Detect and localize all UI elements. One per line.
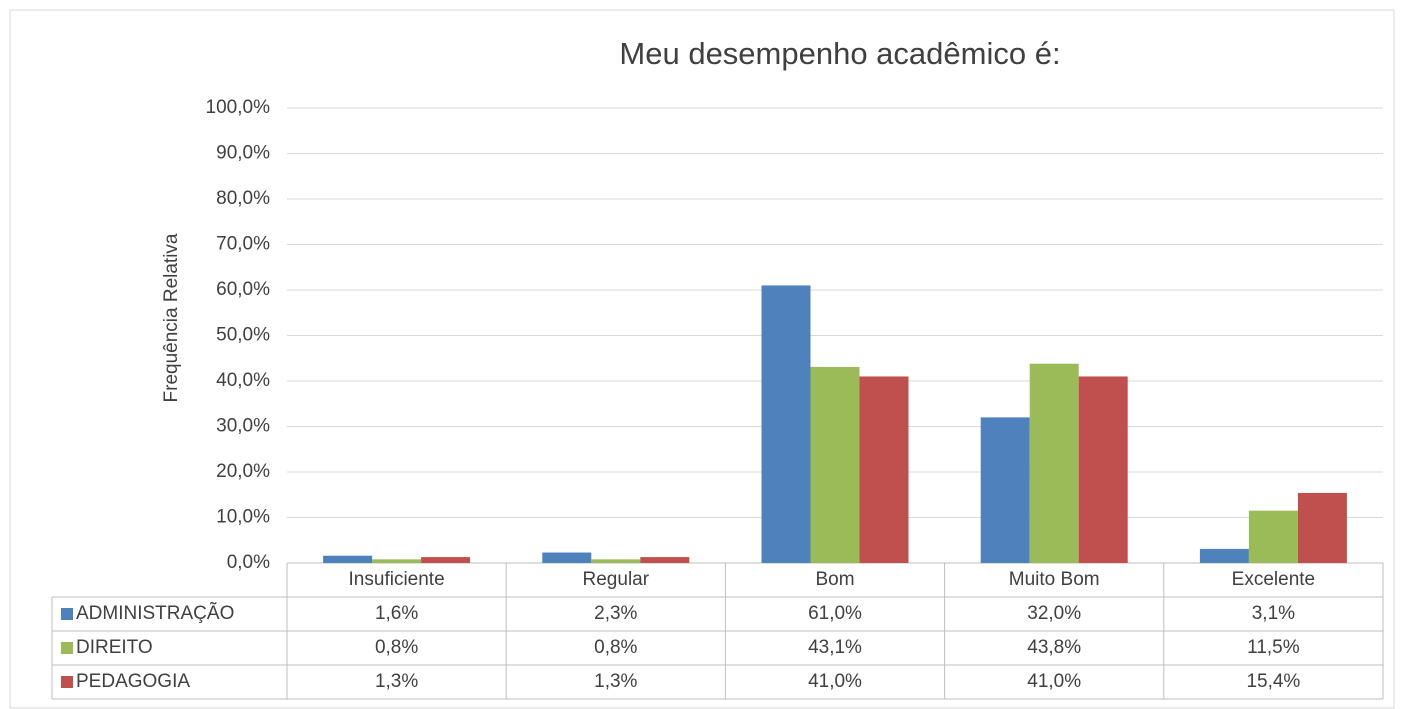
table-value: 3,1% [1252,603,1295,624]
y-tick-label: 10,0% [216,507,270,528]
table-value: 2,3% [594,603,637,624]
bar [1297,492,1347,563]
x-tick-label: Excelente [1232,569,1315,590]
table-value: 0,8% [375,637,418,658]
y-tick-label: 100,0% [206,97,271,118]
x-tick-label: Bom [815,569,854,590]
legend-label: DIREITO [76,637,153,658]
legend-swatch [61,676,73,688]
legend-swatch [61,642,73,654]
bar [372,559,422,563]
legend-label: PEDAGOGIA [76,671,190,692]
y-axis-label: Frequência Relativa [161,233,182,402]
x-tick-label: Insuficiente [349,569,445,590]
bar [591,559,641,563]
bar [761,285,811,563]
y-tick-label: 40,0% [216,370,270,391]
bar [1029,363,1079,563]
bar [810,366,860,563]
bar [1078,376,1128,563]
y-tick-label: 70,0% [216,234,270,255]
table-value: 61,0% [808,603,862,624]
y-tick-label: 0,0% [227,552,270,573]
bar [323,555,373,563]
table-value: 32,0% [1027,603,1081,624]
bar [1248,510,1298,563]
y-tick-label: 20,0% [216,461,270,482]
table-value: 41,0% [808,671,862,692]
table-value: 41,0% [1027,671,1081,692]
table-value: 1,6% [375,603,418,624]
table-value: 43,1% [808,637,862,658]
bar [421,557,471,563]
bar [859,376,909,563]
table-value: 43,8% [1027,637,1081,658]
table-value: 11,5% [1247,637,1300,658]
bar [542,552,592,563]
table-value: 0,8% [594,637,637,658]
bar [980,417,1030,563]
table-value: 1,3% [594,671,637,692]
table-value: 1,3% [375,671,418,692]
chart-title: Meu desempenho acadêmico é: [619,36,1060,71]
bar [640,557,690,563]
bar [1199,548,1249,563]
legend-swatch [61,608,73,620]
x-tick-label: Muito Bom [1009,569,1100,590]
table-value: 15,4% [1246,671,1300,692]
y-tick-label: 30,0% [216,416,270,437]
y-tick-label: 50,0% [216,325,270,346]
y-tick-label: 60,0% [216,279,270,300]
y-tick-label: 80,0% [216,188,270,209]
legend-label: ADMINISTRAÇÃO [76,602,234,624]
x-tick-label: Regular [583,569,650,590]
y-tick-label: 90,0% [216,143,270,164]
